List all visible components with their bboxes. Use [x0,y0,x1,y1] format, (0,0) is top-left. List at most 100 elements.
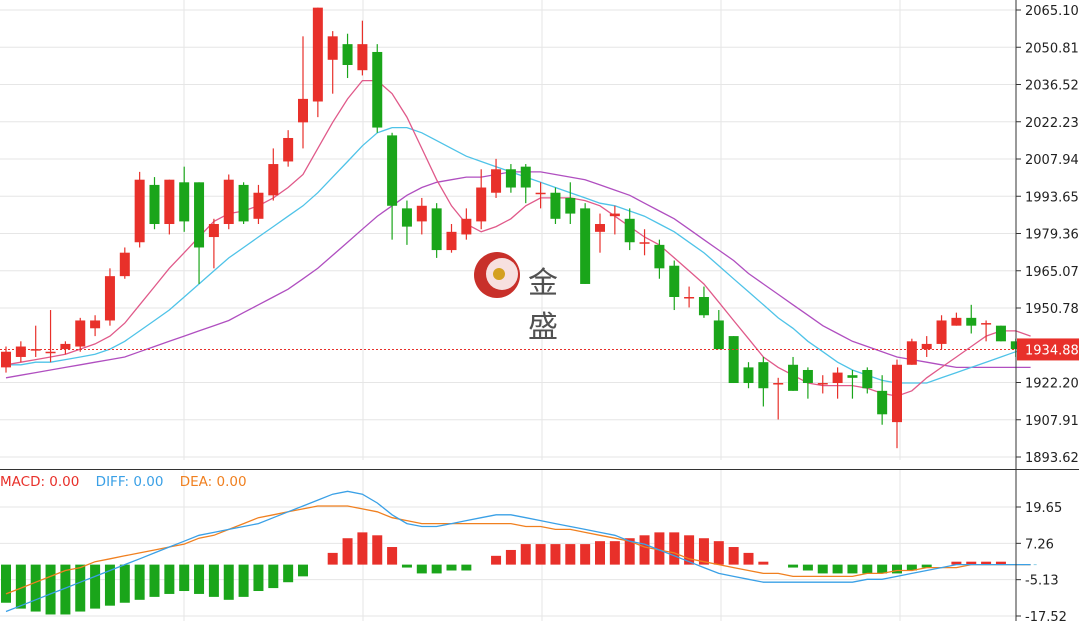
macd-bar [45,564,56,615]
candle-body [372,51,383,128]
candle [639,229,650,256]
macd-bar [60,564,71,615]
macd-bar [372,535,383,565]
candle-body [223,179,234,225]
candle-body [609,213,620,217]
candle [327,31,338,94]
macd-bar [1,564,11,603]
macd-bar [728,547,739,565]
ma-slow-line [5,171,1031,379]
candle [684,286,695,308]
macd-bar [892,564,902,574]
macd-bar [134,564,145,600]
candle-body [758,362,769,389]
macd-tick-label: -5.13 [1025,574,1059,589]
macd-bar [580,544,591,565]
price-tick-label: 1979.36 [1025,228,1079,243]
candle [802,367,813,399]
candle-body [431,208,442,251]
macd-legend-dea: DEA: 0.00 [179,474,247,490]
candle [520,164,531,204]
candle-body [15,346,26,357]
candle-body [966,317,977,326]
candle [728,336,739,384]
candle-body [194,182,205,248]
candle-body [565,197,576,214]
price-tick-label: 1965.07 [1025,265,1079,280]
candle [609,205,620,235]
macd-bar [906,564,917,571]
macd-bar [788,564,799,568]
current-price-label: 1934.88 [1025,343,1079,358]
macd-bar [30,564,41,612]
candle [45,310,56,363]
macd-bar [505,549,516,565]
macd-bar [416,564,427,574]
candle [312,7,323,118]
candle [491,158,502,198]
candle [104,268,115,326]
candle-body [639,242,650,244]
ma-mid-line [6,126,1031,384]
candle [194,182,205,284]
candle-body [595,224,605,232]
macd-bar [461,564,472,571]
candle-body [892,364,902,423]
macd-bar [520,544,531,565]
candle [357,20,368,76]
candle-body [580,208,591,284]
candle-body [847,375,858,378]
candle-body [906,341,917,365]
macd-bar [862,564,873,574]
candle-body [862,369,873,389]
candle-body [491,169,502,193]
candle-body [654,244,665,269]
candle-body [312,7,323,102]
candle-body [446,231,457,251]
macd-bar [535,544,546,565]
candle-body [684,296,695,299]
macd-tick-label: -17.52 [1025,610,1067,621]
candle [580,203,591,284]
watermark-logo-icon [474,252,520,298]
candle [535,182,546,209]
candle-body [520,166,531,188]
candle-body [149,184,160,225]
macd-bar [817,564,828,574]
candle-body [283,137,294,162]
macd-bar [446,564,457,571]
ma-fast-line [5,79,1031,397]
macd-bar [981,561,992,565]
macd-bar [743,552,754,565]
candle-body [505,169,516,188]
candle [951,312,962,326]
candle [372,44,383,133]
candle [461,208,472,240]
candle [921,336,932,357]
macd-bar [832,564,843,574]
candle-body [773,383,784,385]
price-tick-label: 1893.62 [1025,451,1079,466]
candle [15,341,26,363]
macd-bar [698,538,709,565]
candle [446,224,457,253]
candle [119,247,130,279]
candle-body [119,252,130,277]
macd-tick-label: 7.26 [1025,537,1054,552]
candle-body [951,317,962,326]
candle-body [802,369,813,384]
candle [624,208,635,251]
candle [773,377,784,420]
macd-bar [208,564,219,597]
macd-bar [550,544,561,565]
macd-bar [669,532,680,565]
macd-bar [847,564,858,574]
candle-body [387,135,398,206]
moving-average-lines [5,79,1031,397]
price-tick-label: 2007.94 [1025,153,1079,168]
candle [743,362,754,389]
candle [416,197,427,235]
macd-bar [342,538,353,565]
candle [268,148,279,201]
